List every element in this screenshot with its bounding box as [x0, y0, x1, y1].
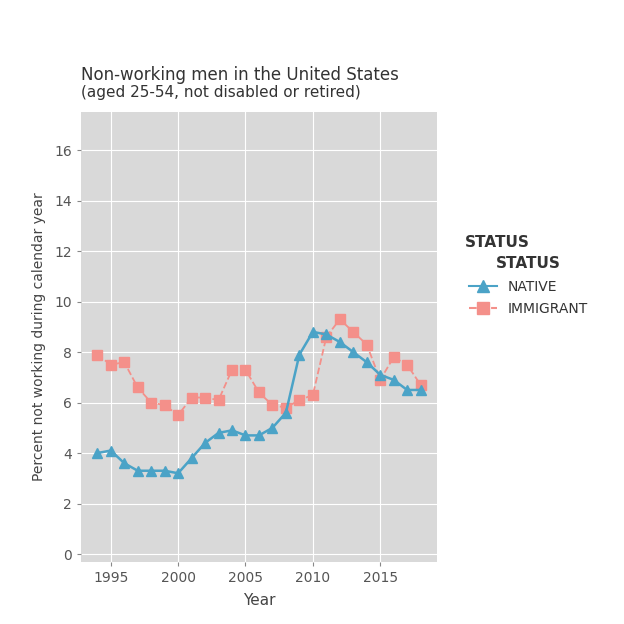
Text: STATUS: STATUS	[465, 235, 530, 250]
Text: Non-working men in the United States: Non-working men in the United States	[81, 66, 399, 84]
Text: (aged 25-54, not disabled or retired): (aged 25-54, not disabled or retired)	[81, 85, 361, 100]
Y-axis label: Percent not working during calendar year: Percent not working during calendar year	[32, 193, 46, 481]
X-axis label: Year: Year	[243, 593, 275, 608]
Legend: NATIVE, IMMIGRANT: NATIVE, IMMIGRANT	[458, 245, 599, 327]
